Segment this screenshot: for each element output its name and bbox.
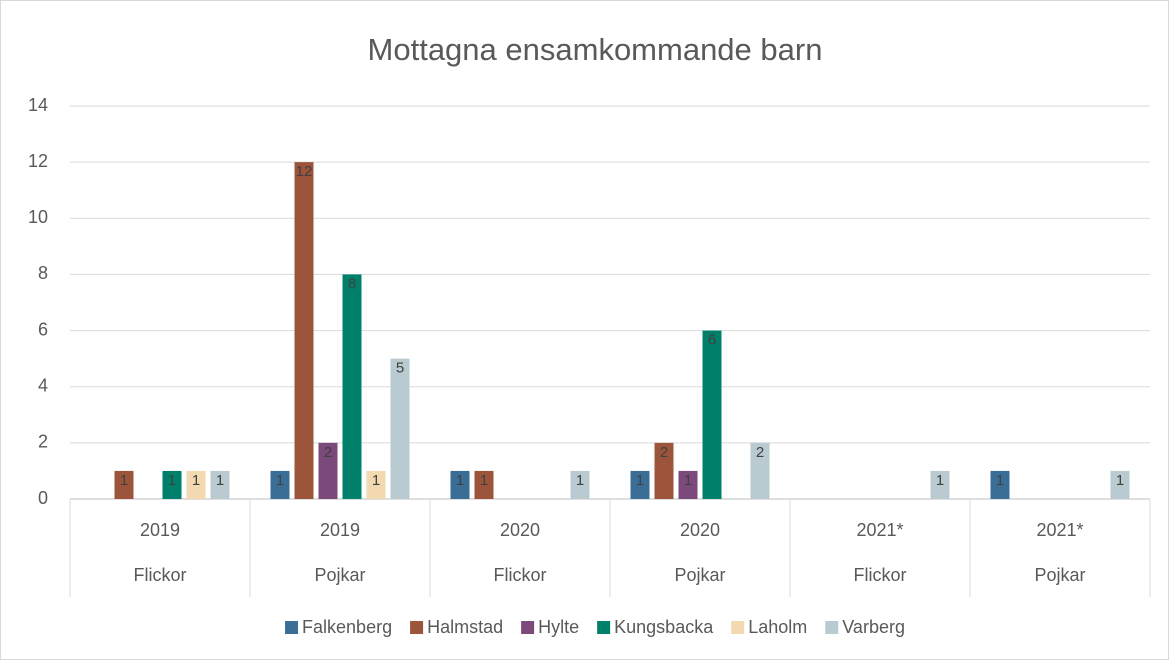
data-label: 2 <box>756 444 764 461</box>
bar <box>366 470 386 499</box>
legend-label: Halmstad <box>427 617 503 637</box>
data-label: 8 <box>348 275 356 292</box>
data-label: 1 <box>1116 472 1124 489</box>
legend-label: Hylte <box>538 617 579 637</box>
x-tick-label: 2019 <box>320 520 360 540</box>
bar <box>570 470 590 499</box>
bar <box>270 470 290 499</box>
bar <box>318 442 338 499</box>
data-label: 1 <box>192 472 200 489</box>
legend-swatch <box>731 621 745 634</box>
legend-swatch <box>521 621 535 634</box>
bar <box>210 470 230 499</box>
y-tick-label: 14 <box>28 95 48 115</box>
y-tick-label: 6 <box>38 319 48 339</box>
legend-label: Laholm <box>748 617 807 637</box>
data-label: 1 <box>636 472 644 489</box>
y-tick-label: 10 <box>28 207 48 227</box>
bar <box>702 330 722 499</box>
x-tick-label: 2021* <box>1036 520 1083 540</box>
x-group-label: Flickor <box>854 565 907 585</box>
bar <box>654 442 674 499</box>
y-tick-label: 12 <box>28 151 48 171</box>
y-tick-label: 8 <box>38 263 48 283</box>
bar <box>186 470 206 499</box>
data-label: 1 <box>936 472 944 489</box>
data-label: 1 <box>216 472 224 489</box>
data-label: 1 <box>996 472 1004 489</box>
bar <box>390 358 410 499</box>
data-label: 1 <box>372 472 380 489</box>
data-label: 1 <box>480 472 488 489</box>
bar <box>630 470 650 499</box>
y-tick-label: 0 <box>38 488 48 508</box>
data-label: 1 <box>576 472 584 489</box>
bar <box>294 162 314 499</box>
bar <box>1110 470 1130 499</box>
legend-label: Falkenberg <box>302 617 392 637</box>
x-group-label: Flickor <box>134 565 187 585</box>
data-label: 5 <box>396 360 404 377</box>
legend-swatch <box>410 621 424 634</box>
data-label: 12 <box>296 163 313 180</box>
bar <box>678 470 698 499</box>
legend-label: Kungsbacka <box>614 617 714 637</box>
x-tick-label: 2021* <box>856 520 903 540</box>
x-group-label: Pojkar <box>674 565 725 585</box>
bar <box>162 470 182 499</box>
data-label: 1 <box>120 472 128 489</box>
data-label: 2 <box>660 444 668 461</box>
bar <box>342 274 362 499</box>
x-tick-label: 2020 <box>680 520 720 540</box>
legend-swatch <box>597 621 611 634</box>
bar <box>990 470 1010 499</box>
x-tick-label: 2019 <box>140 520 180 540</box>
data-label: 2 <box>324 444 332 461</box>
bar <box>930 470 950 499</box>
y-tick-label: 4 <box>38 375 48 395</box>
x-tick-label: 2020 <box>500 520 540 540</box>
legend-swatch <box>825 621 839 634</box>
y-tick-label: 2 <box>38 432 48 452</box>
data-label: 1 <box>456 472 464 489</box>
data-label: 1 <box>684 472 692 489</box>
data-label: 6 <box>708 332 716 349</box>
chart-title: Mottagna ensamkommande barn <box>368 32 823 67</box>
legend-swatch <box>285 621 299 634</box>
legend-label: Varberg <box>842 617 905 637</box>
bar <box>474 470 494 499</box>
bar <box>450 470 470 499</box>
x-group-label: Flickor <box>494 565 547 585</box>
bar <box>114 470 134 499</box>
x-group-label: Pojkar <box>1034 565 1085 585</box>
x-group-label: Pojkar <box>314 565 365 585</box>
data-label: 1 <box>168 472 176 489</box>
data-label: 1 <box>276 472 284 489</box>
bar <box>750 442 770 499</box>
